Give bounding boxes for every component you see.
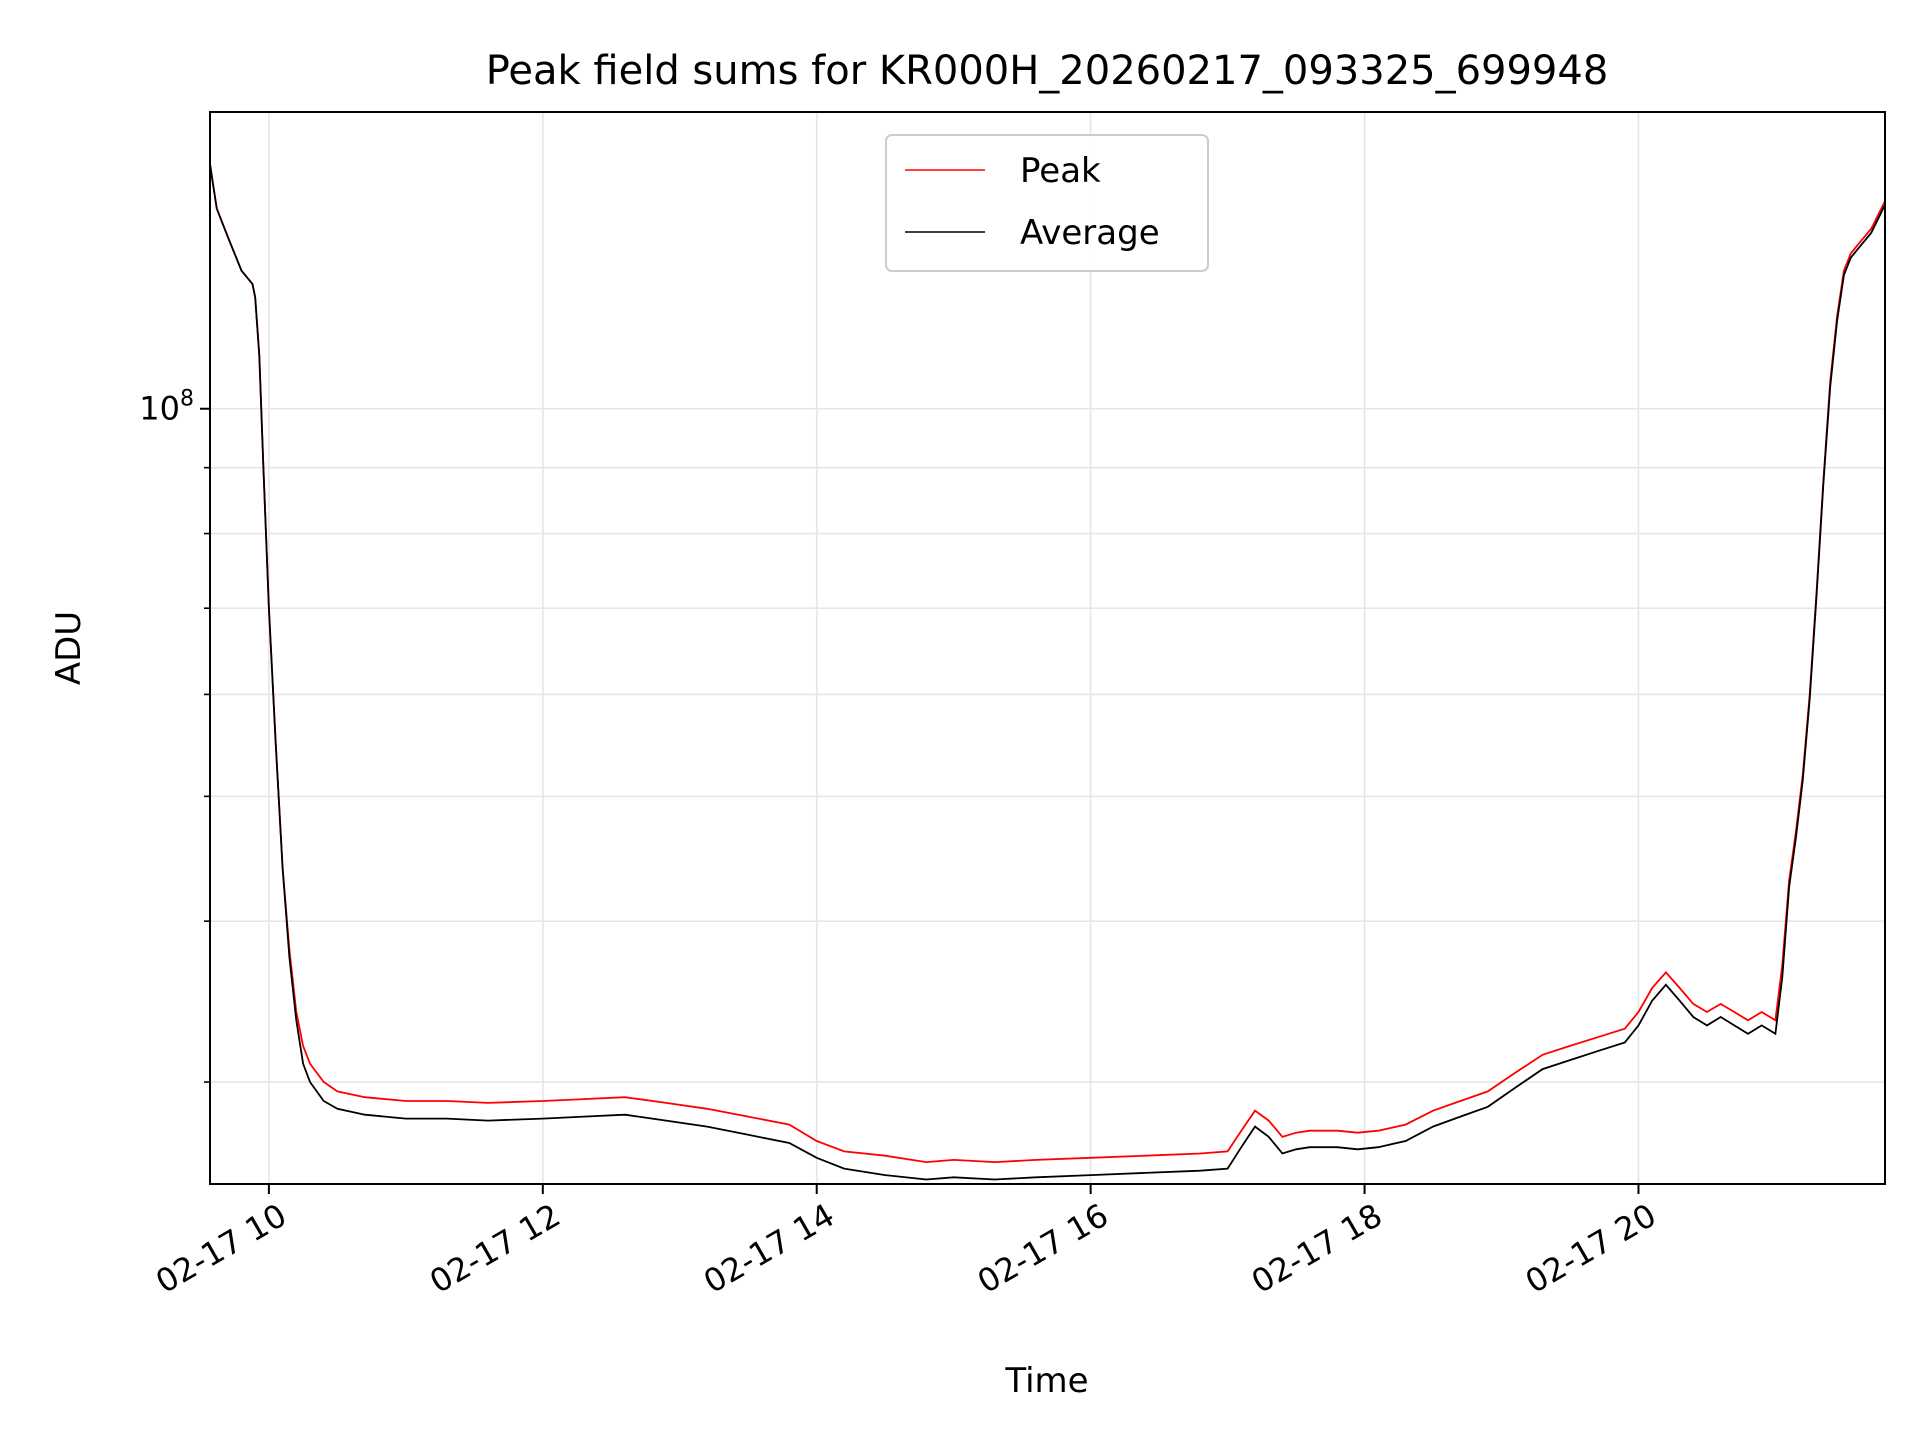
series-line-average xyxy=(210,163,1885,1181)
legend-label-peak: Peak xyxy=(1020,151,1101,191)
series-line-peak xyxy=(210,163,1885,1164)
x-axis-label: Time xyxy=(1004,1361,1088,1401)
y-axis-ticks: 108 xyxy=(139,387,210,1083)
legend-label-average: Average xyxy=(1020,213,1160,253)
legend: Peak Average xyxy=(885,134,1209,272)
y-tick-exponent: 8 xyxy=(180,387,194,412)
grid-lines xyxy=(210,112,1885,1184)
y-axis-label: ADU xyxy=(49,611,89,685)
y-major-tick-label: 108 xyxy=(139,387,194,428)
chart-title: Peak field sums for KR000H_20260217_0933… xyxy=(486,48,1609,94)
series-lines xyxy=(210,163,1885,1181)
plot-frame xyxy=(209,111,1886,1185)
legend-box xyxy=(885,134,1209,272)
y-tick-base: 10 xyxy=(139,390,180,428)
